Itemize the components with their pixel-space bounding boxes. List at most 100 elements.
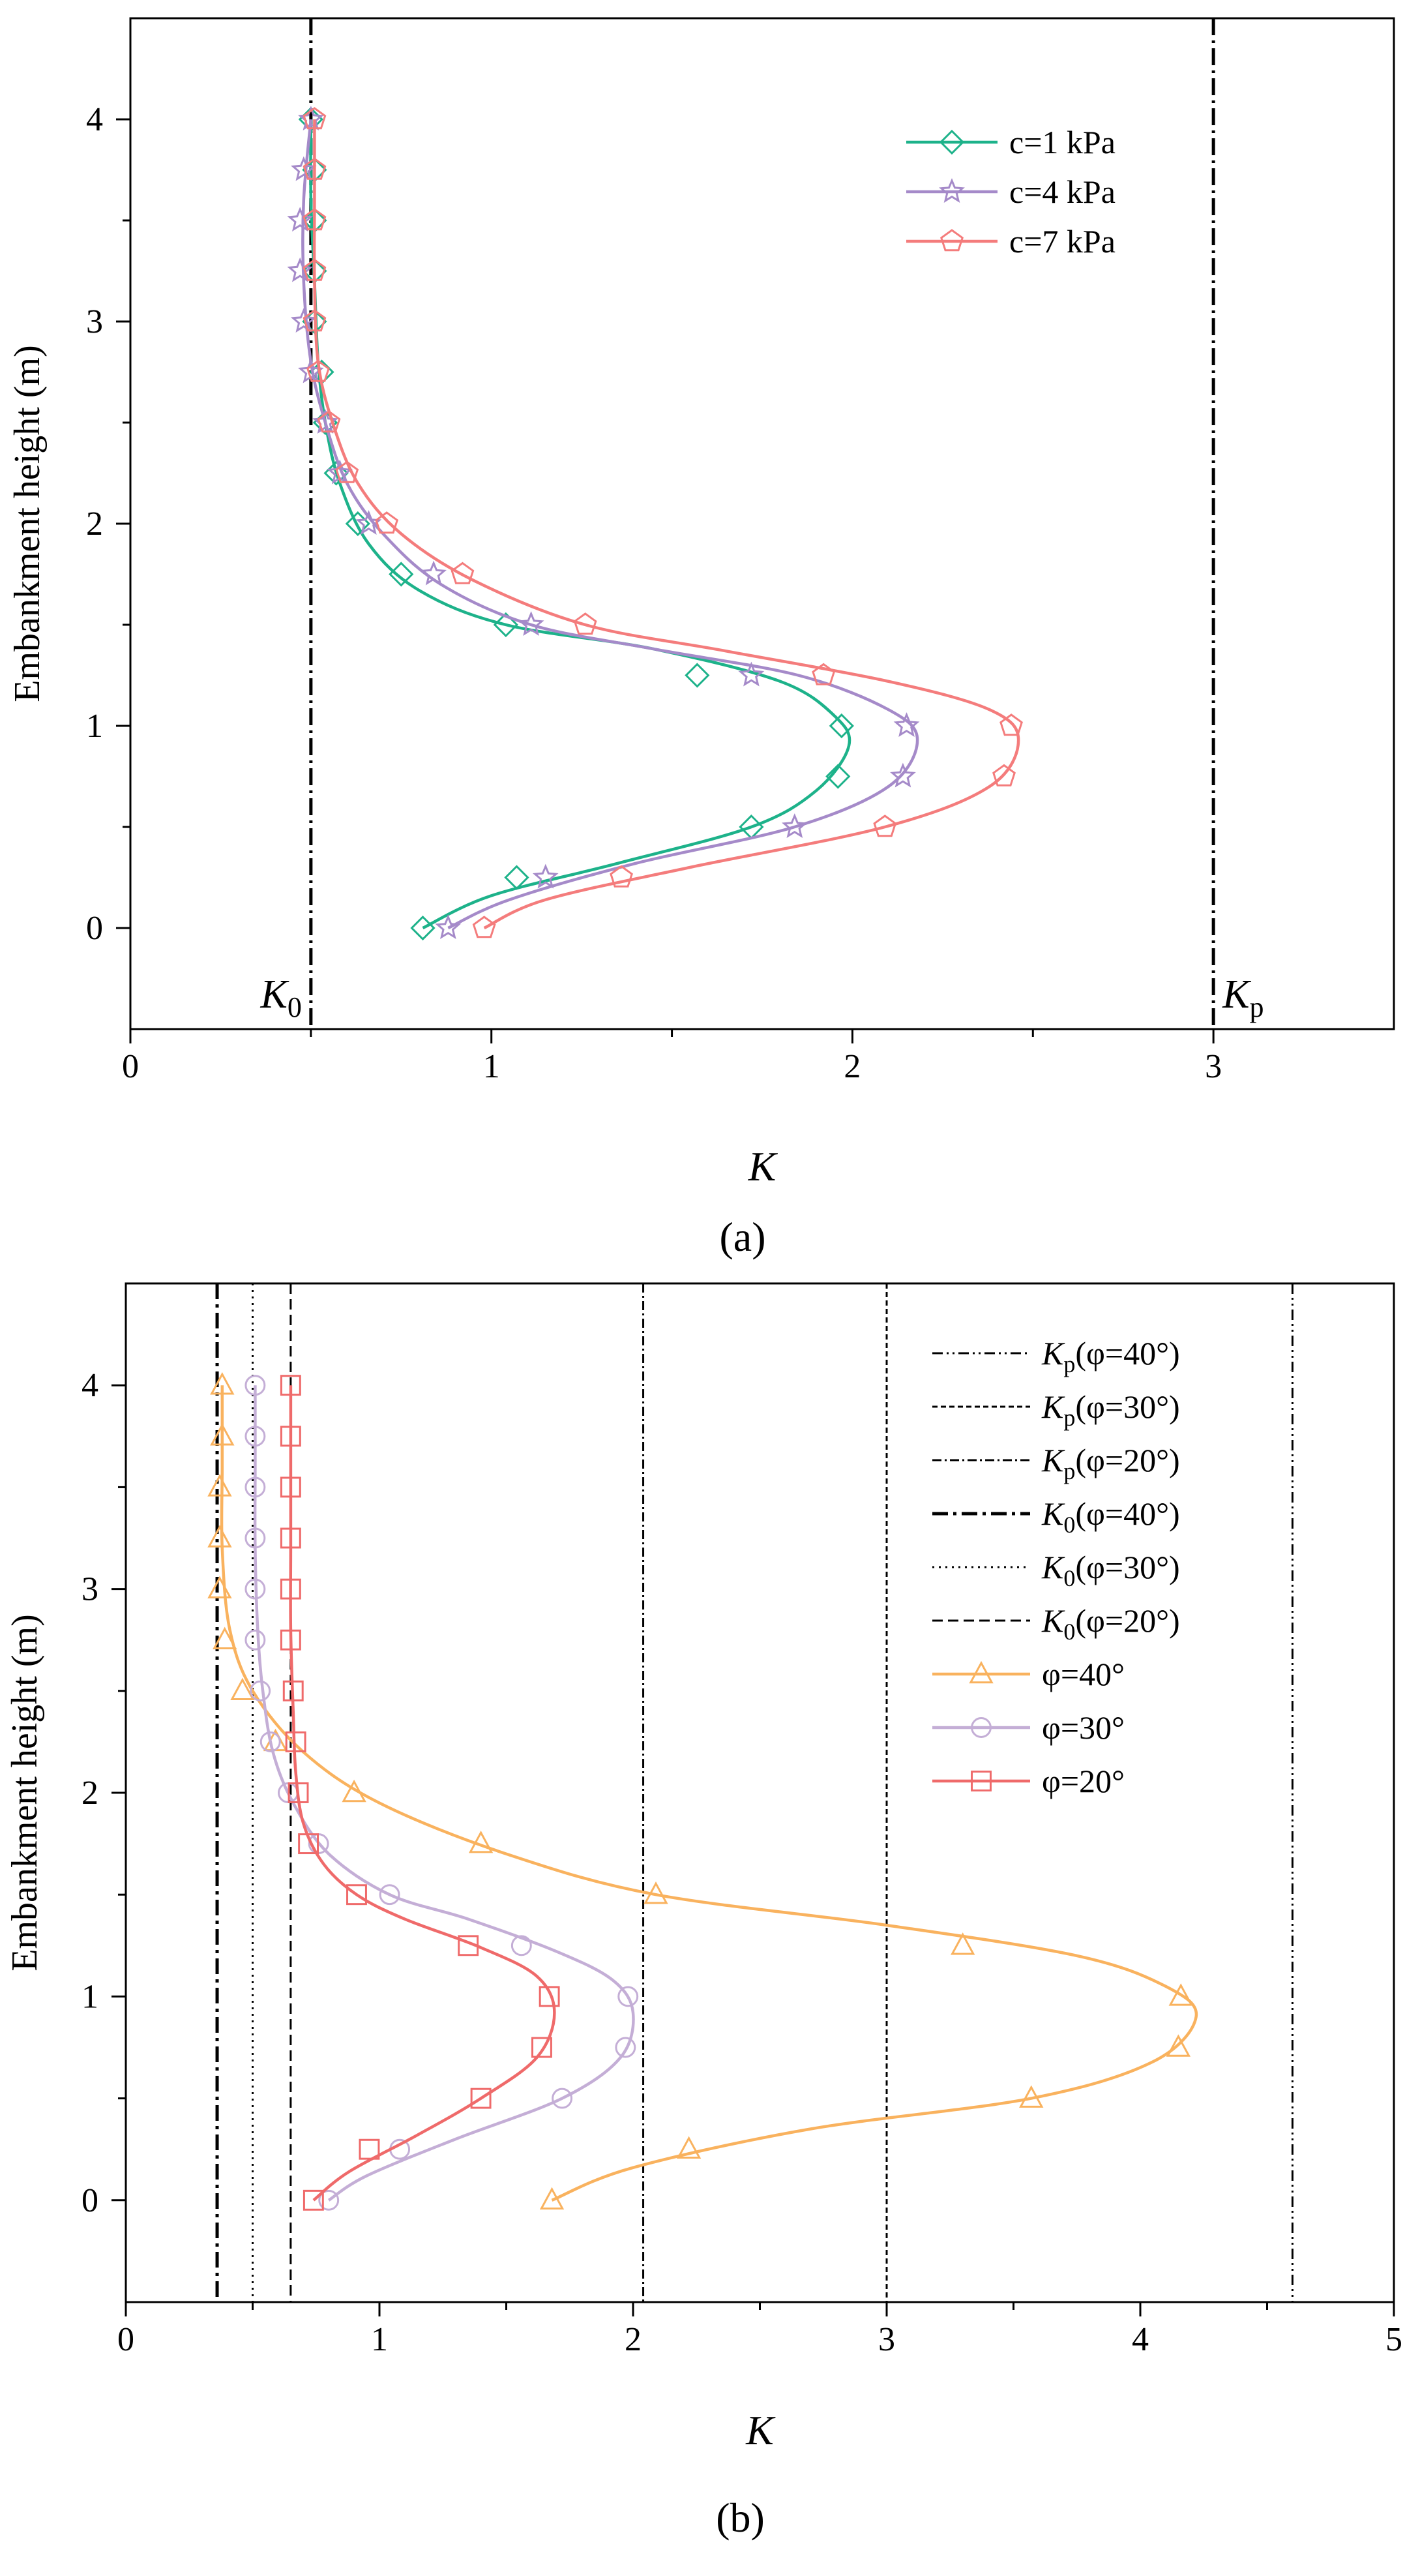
data-point <box>207 1474 232 1497</box>
data-point <box>610 865 633 888</box>
data-point <box>676 2136 702 2159</box>
data-point <box>573 612 597 635</box>
data-point <box>244 1476 266 1498</box>
legend-label: c=7 kPa <box>1009 223 1116 260</box>
data-point <box>250 1680 271 1701</box>
data-point <box>280 1426 301 1447</box>
y-axis-label: Embankment height (m) <box>5 1614 45 1971</box>
data-point <box>493 612 518 638</box>
legend-label: Kp(φ=20°) <box>1041 1442 1180 1484</box>
legend-label-tail: (φ=40°) <box>1075 1335 1179 1371</box>
data-point <box>410 915 436 941</box>
legend-label: φ=40° <box>1042 1656 1125 1692</box>
x-tick-label: 1 <box>371 2321 388 2358</box>
x-tick-label: 2 <box>625 2321 642 2358</box>
data-point <box>539 2187 565 2210</box>
legend-label: Kp(φ=40°) <box>1041 1335 1180 1377</box>
legend-label-sub: p <box>1063 1405 1075 1431</box>
data-point <box>617 1986 639 2007</box>
data-point <box>303 208 327 231</box>
data-point <box>873 815 897 837</box>
x-axis-label: K <box>745 2407 776 2453</box>
y-tick-label: 2 <box>86 505 103 543</box>
ref-label-main: K <box>259 972 289 1017</box>
data-point <box>1168 1983 1193 2006</box>
y-tick-label: 4 <box>86 101 103 138</box>
legend-label-tail: (φ=40°) <box>1075 1495 1179 1532</box>
data-point <box>375 511 399 534</box>
data-point <box>379 1884 400 1906</box>
panel-label: (b) <box>716 2494 765 2541</box>
data-point <box>782 813 808 838</box>
data-point <box>287 207 314 232</box>
series-curve <box>301 119 919 930</box>
data-point <box>280 1476 301 1498</box>
data-point <box>303 157 327 180</box>
legend-marker <box>939 178 965 203</box>
data-point <box>359 2138 380 2160</box>
y-tick-label: 0 <box>86 910 103 947</box>
legend: c=1 kPa c=4 kPa c=7 kPa <box>906 124 1116 260</box>
data-point <box>306 359 330 382</box>
data-point <box>303 107 327 130</box>
legend-label-sub: p <box>1063 1351 1075 1377</box>
plot-frame <box>125 1282 1395 2303</box>
legend-label-tail: (φ=20°) <box>1075 1602 1179 1639</box>
data-point <box>335 460 359 483</box>
legend-marker <box>971 1771 992 1791</box>
data-point <box>992 764 1016 786</box>
legend-label: φ=20° <box>1042 1763 1125 1799</box>
x-tick-label: 5 <box>1385 2321 1402 2358</box>
y-tick-label: 2 <box>81 1775 98 1812</box>
legend-label: Kp(φ=30°) <box>1041 1388 1180 1431</box>
data-point <box>951 1932 975 1955</box>
y-axis-label: Embankment height (m) <box>7 345 48 702</box>
data-point <box>893 712 920 737</box>
data-point <box>458 1935 479 1956</box>
data-point <box>303 309 327 332</box>
data-point <box>285 1731 306 1752</box>
data-point <box>288 1782 309 1803</box>
data-point <box>342 1779 366 1803</box>
y-tick-label: 3 <box>81 1571 98 1608</box>
data-point <box>389 562 414 587</box>
data-point <box>812 663 836 685</box>
series-star <box>287 106 920 939</box>
data-point <box>685 663 710 688</box>
data-point <box>518 611 544 636</box>
legend-label-main: K <box>1041 1442 1065 1478</box>
data-point <box>1019 2085 1044 2108</box>
legend-label-main: K <box>1041 1335 1065 1371</box>
ref-label-kp: Kp <box>1222 972 1264 1023</box>
legend-label-tail: (φ=30°) <box>1075 1549 1179 1585</box>
data-point <box>615 2037 636 2058</box>
data-point <box>470 2088 492 2109</box>
data-point <box>287 257 314 282</box>
legend-label-sub: 0 <box>1063 1512 1075 1538</box>
x-tick-label: 2 <box>844 1048 861 1085</box>
data-point <box>532 863 559 889</box>
data-point <box>346 1884 367 1906</box>
x-tick-label: 1 <box>483 1048 500 1085</box>
x-tick-label: 3 <box>878 2321 895 2358</box>
series-pentagon <box>303 107 1023 938</box>
data-point <box>421 560 447 586</box>
data-point <box>244 1578 266 1600</box>
plot-frame <box>129 17 1395 1030</box>
data-point <box>207 1525 232 1548</box>
data-point <box>210 1423 235 1446</box>
series-square <box>280 1375 560 2211</box>
data-point <box>280 1375 301 1396</box>
x-tick-label: 0 <box>122 1048 139 1085</box>
data-point <box>259 1731 281 1752</box>
series-curve <box>253 1385 635 2202</box>
data-point <box>244 1426 266 1447</box>
legend-label-main: K <box>1041 1495 1065 1532</box>
y-tick-label: 1 <box>81 1978 98 2015</box>
data-point <box>829 713 854 739</box>
y-tick-label: 4 <box>81 1367 98 1404</box>
legend-label: K0(φ=20°) <box>1041 1602 1180 1645</box>
legend-label-tail: (φ=30°) <box>1075 1388 1179 1425</box>
data-point <box>298 1833 319 1855</box>
